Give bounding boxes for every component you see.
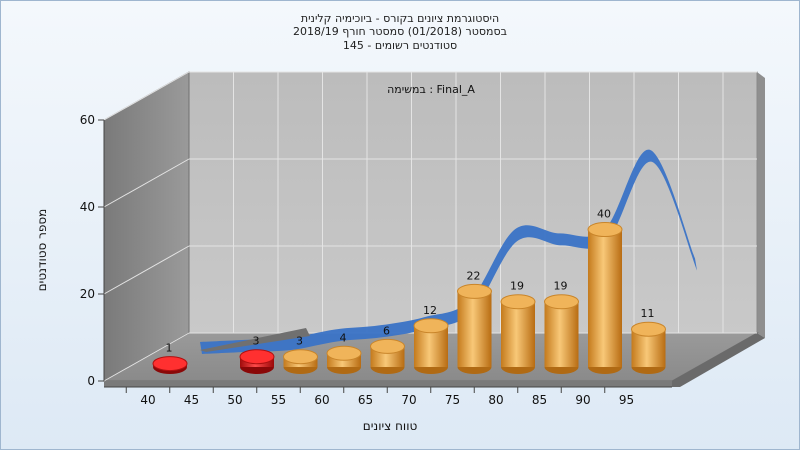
grid-line-left-wall [103, 158, 190, 208]
x-tick-label: 70 [401, 393, 416, 407]
bar-value-label: 1 [166, 342, 173, 355]
bar-body [544, 301, 579, 367]
y-tick-label: 0 [87, 374, 95, 388]
bar-value-labels: 1 3 3 4 6 12 22 19 19 40 11 [166, 208, 655, 355]
x-tick-label: 75 [445, 393, 460, 407]
y-tick-label: 60 [80, 113, 95, 127]
floor-side-edge [672, 333, 765, 387]
grid-line-left-wall [103, 245, 190, 295]
x-tick-label: 45 [184, 393, 199, 407]
bar-value-label: 4 [340, 331, 347, 344]
trend-ribbon [200, 149, 697, 354]
bar-value-label: 3 [253, 335, 260, 348]
bar-40 [152, 356, 188, 374]
bar-cap [500, 294, 536, 310]
bar-cap [544, 294, 579, 310]
bar-body [588, 229, 622, 367]
bar-value-label: 22 [467, 269, 481, 282]
bar-60 [326, 345, 362, 374]
bar-value-label: 19 [554, 280, 568, 293]
bar-value-label: 11 [641, 307, 655, 320]
bars [152, 222, 666, 374]
bar-body [501, 301, 535, 367]
back-wall-side-edge [757, 72, 765, 338]
bar-value-label: 6 [383, 324, 390, 337]
bar-80 [500, 294, 536, 374]
bar-cap [326, 345, 362, 361]
bar-body [457, 291, 492, 367]
x-axis-title: טווח ציונים [363, 419, 418, 433]
bar-value-label: 12 [423, 304, 437, 317]
bar-85 [544, 294, 579, 374]
floor-front-edge [104, 381, 672, 387]
bar-cap [239, 349, 275, 365]
bar-cap [152, 356, 188, 372]
grid-line-left-wall [103, 71, 190, 121]
bar-value-label: 40 [597, 208, 611, 221]
bar-cap [413, 318, 449, 334]
x-tick-label: 40 [140, 393, 155, 407]
y-axis: 0 20 40 60 [80, 113, 105, 388]
bar-cap [283, 349, 318, 365]
chart-title-line-2: בסמסטר (01/2018) סמסטר חורף 2018/19 [293, 25, 507, 38]
x-tick-label: 50 [227, 393, 242, 407]
bar-95 [631, 321, 666, 374]
left-wall [103, 71, 190, 382]
x-tick-label: 95 [619, 393, 634, 407]
bar-65 [370, 338, 405, 374]
bar-cap [587, 222, 623, 238]
bar-value-label: 3 [296, 335, 303, 348]
bar-cap [457, 283, 492, 299]
series-annotation: במשימה : Final_A [387, 83, 475, 96]
x-tick-label: 60 [314, 393, 329, 407]
bar-75 [457, 283, 492, 374]
chart-title-line-1: היסטוגרמת ציונים בקורס - ביוכימיה קלינית [300, 12, 500, 25]
bar-55 [283, 349, 318, 374]
trend-ribbon-path [200, 149, 697, 354]
x-axis: 40 45 50 55 60 65 70 75 80 85 90 95 [104, 386, 672, 407]
y-tick-label: 40 [80, 200, 95, 214]
bar-cap [370, 338, 405, 354]
y-axis-title: מספר סטודנטים [35, 209, 49, 292]
x-tick-label: 55 [271, 393, 286, 407]
bar-value-label: 19 [510, 280, 524, 293]
bar-cap [631, 321, 666, 337]
bar-90 [587, 222, 623, 374]
x-tick-label: 85 [532, 393, 547, 407]
bar-50 [239, 349, 275, 374]
x-tick-label: 65 [358, 393, 373, 407]
bar-70 [413, 318, 449, 374]
grid-line-left-wall [103, 332, 190, 382]
chart-title-line-3: סטודנטים רשומים - 145 [342, 39, 458, 52]
x-tick-label: 80 [488, 393, 503, 407]
trend-ribbon-start [200, 328, 310, 352]
x-tick-label: 90 [575, 393, 590, 407]
y-tick-label: 20 [80, 287, 95, 301]
